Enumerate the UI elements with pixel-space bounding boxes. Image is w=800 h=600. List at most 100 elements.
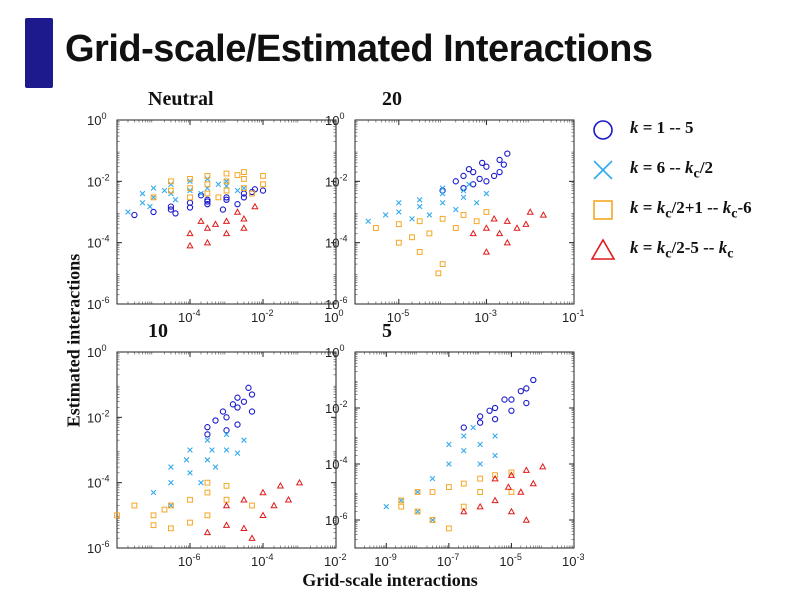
data-point-triangle xyxy=(240,214,248,222)
data-point-square xyxy=(483,209,490,215)
data-point-square xyxy=(204,173,211,179)
data-point-triangle xyxy=(513,224,521,231)
data-point-cross xyxy=(161,187,168,194)
data-point-triangle xyxy=(240,524,248,532)
data-point-cross xyxy=(150,194,157,201)
y-axis-label: Estimated interactions xyxy=(63,253,84,428)
data-point-circle xyxy=(131,211,138,219)
series-triangle xyxy=(460,462,547,523)
data-point-square xyxy=(241,169,247,176)
data-point-triangle xyxy=(491,474,499,482)
data-point-cross xyxy=(234,450,241,456)
series-triangle xyxy=(186,202,259,249)
data-point-circle xyxy=(204,201,211,208)
data-point-square xyxy=(398,503,405,510)
data-point-triangle xyxy=(295,478,304,486)
y-tick-label: 100 xyxy=(325,111,344,128)
data-point-square xyxy=(187,519,193,526)
data-point-cross xyxy=(183,457,190,463)
data-point-triangle xyxy=(251,202,259,210)
data-point-triangle xyxy=(240,495,248,503)
data-point-circle xyxy=(240,194,248,201)
data-point-square xyxy=(414,489,421,495)
data-point-cross xyxy=(223,178,230,185)
data-point-cross xyxy=(477,461,483,467)
data-point-triangle xyxy=(248,534,256,541)
x-tick-label: 10-3 xyxy=(562,552,584,569)
x-tick-label: 10-1 xyxy=(562,308,584,325)
x-tick-label: 10-4 xyxy=(178,308,200,325)
y-tick-label: 10-4 xyxy=(87,234,109,251)
data-point-cross xyxy=(439,199,446,206)
data-point-square xyxy=(477,489,484,495)
data-point-square xyxy=(168,178,174,185)
data-point-triangle xyxy=(490,214,498,222)
legend-circle-icon xyxy=(593,120,613,140)
data-point-circle xyxy=(223,414,230,421)
data-point-circle xyxy=(504,150,511,157)
data-point-cross xyxy=(241,437,247,443)
data-point-circle xyxy=(517,387,524,395)
panel-title: 20 xyxy=(382,88,402,110)
data-point-cross xyxy=(473,199,480,206)
legend-cross-icon xyxy=(593,160,613,180)
y-tick-label: 10-4 xyxy=(325,234,347,251)
data-point-square xyxy=(168,187,174,194)
data-point-circle xyxy=(486,407,493,414)
data-point-triangle xyxy=(469,229,477,237)
panel-3: 10-9 10-7 10-5 10-3 10-6 10-4 10-2 100 xyxy=(325,343,584,569)
data-point-cross xyxy=(460,187,467,194)
data-point-cross xyxy=(492,452,498,459)
data-point-circle xyxy=(483,178,490,185)
data-point-cross xyxy=(429,475,436,482)
legend-label: k = kc/2+1 -- kc-6 xyxy=(630,198,752,222)
y-tick-label: 10-4 xyxy=(87,474,109,491)
y-tick-label: 10-6 xyxy=(87,539,109,556)
data-point-square xyxy=(168,525,174,532)
x-tick-label: 10-7 xyxy=(437,552,459,569)
data-point-square xyxy=(452,225,459,231)
data-point-circle xyxy=(234,421,241,428)
panel-2: 10-6 10-4 10-2 10-6 10-4 10-2 100 xyxy=(87,343,346,569)
series-triangle xyxy=(203,478,304,541)
data-point-triangle xyxy=(186,229,194,237)
data-point-square xyxy=(429,517,436,523)
data-point-triangle xyxy=(233,208,242,215)
data-point-cross xyxy=(398,497,405,504)
y-tick-label: 100 xyxy=(325,343,344,360)
data-point-circle xyxy=(476,419,484,426)
y-tick-label: 100 xyxy=(87,343,106,360)
data-point-cross xyxy=(439,185,446,191)
data-point-circle xyxy=(491,404,499,412)
data-point-cross xyxy=(365,218,371,225)
data-point-circle xyxy=(523,399,530,407)
data-point-square xyxy=(439,215,446,222)
data-point-square xyxy=(131,502,138,509)
y-tick-label: 10-6 xyxy=(325,295,347,312)
data-point-square xyxy=(223,482,230,489)
data-point-cross xyxy=(209,447,215,453)
x-tick-label: 10-2 xyxy=(251,308,273,325)
data-point-triangle xyxy=(203,238,212,246)
data-point-triangle xyxy=(259,488,267,496)
data-point-cross xyxy=(168,181,174,188)
data-point-cross xyxy=(125,209,131,215)
data-point-cross xyxy=(204,457,211,463)
data-point-triangle xyxy=(507,507,516,515)
data-point-square xyxy=(398,497,405,504)
series-cross xyxy=(365,181,490,225)
data-point-cross xyxy=(223,447,230,453)
data-point-circle xyxy=(530,376,537,384)
legend-label: k = 1 -- 5 xyxy=(630,118,694,137)
x-tick-label: 10-6 xyxy=(178,552,200,569)
data-point-triangle xyxy=(222,217,231,224)
data-point-cross xyxy=(383,503,390,510)
x-tick-label: 10-3 xyxy=(474,308,496,325)
data-point-cross xyxy=(241,185,247,191)
data-point-square xyxy=(223,178,230,185)
y-tick-label: 10-2 xyxy=(325,172,347,189)
data-point-square xyxy=(204,512,211,519)
data-point-triangle xyxy=(211,220,220,227)
data-point-square xyxy=(187,496,193,503)
